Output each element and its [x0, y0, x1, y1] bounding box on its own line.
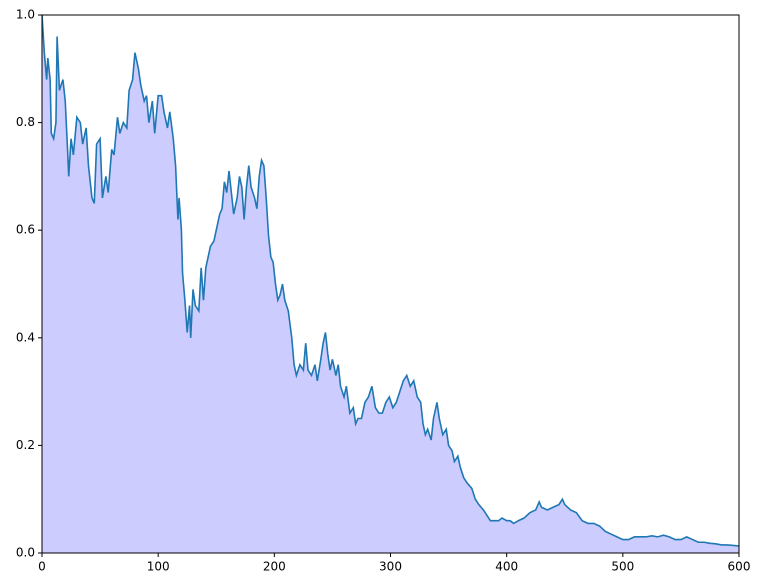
y-tick-label: 0.8	[16, 115, 35, 129]
x-tick-label: 300	[379, 560, 402, 574]
y-tick-label: 0.0	[16, 546, 35, 560]
x-tick-label: 200	[263, 560, 286, 574]
x-tick-label: 400	[495, 560, 518, 574]
x-tick-label: 0	[38, 560, 46, 574]
x-tick-label: 500	[611, 560, 634, 574]
y-tick-label: 0.4	[16, 330, 35, 344]
x-tick-label: 600	[728, 560, 751, 574]
line	[42, 15, 739, 547]
y-tick-label: 1.0	[16, 8, 35, 22]
y-tick-label: 0.6	[16, 223, 35, 237]
y-tick-label: 0.2	[16, 438, 35, 452]
area-fill	[42, 15, 739, 553]
x-tick-label: 100	[147, 560, 170, 574]
